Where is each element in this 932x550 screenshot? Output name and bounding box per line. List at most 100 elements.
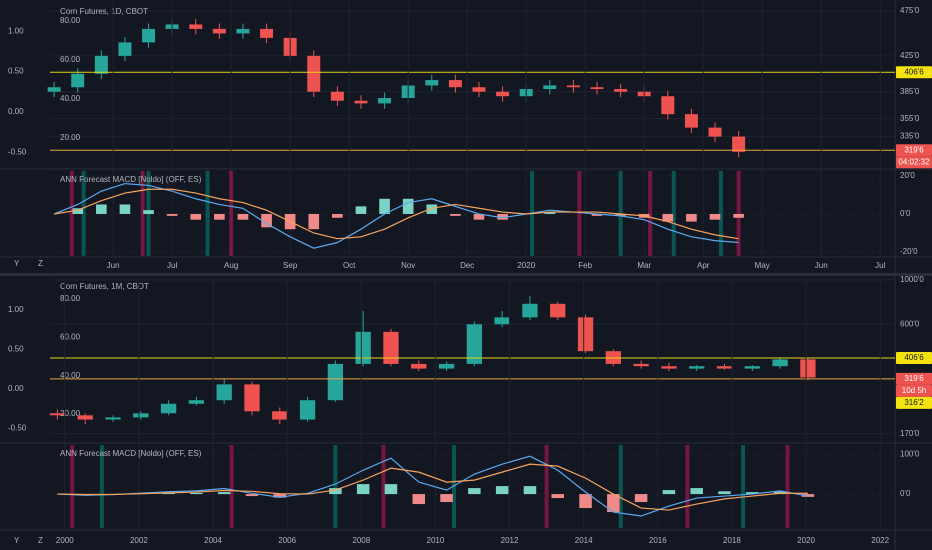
candle-body [614, 89, 628, 92]
candle-body [566, 85, 580, 88]
signal-band [577, 171, 582, 256]
histogram-bar [217, 492, 231, 495]
candle-body [189, 24, 203, 29]
x-tick-label: Sep [283, 261, 298, 270]
signal-band [671, 171, 676, 256]
signal-band [648, 171, 653, 256]
left-scale-label: 60.00 [60, 332, 81, 341]
price-label-box [896, 396, 932, 409]
signal-band [229, 171, 234, 256]
candle-body [160, 403, 177, 414]
signal-band [229, 445, 234, 528]
left-scale-label: 0.50 [8, 345, 24, 354]
histogram-bar [607, 494, 620, 513]
macd-line [54, 188, 739, 240]
y-tick-label: 475'0 [900, 6, 920, 15]
histogram-bar [468, 488, 481, 495]
histogram-bar [190, 213, 202, 220]
left-scale-label: 80.00 [60, 294, 81, 303]
left-scale-label: 20.00 [60, 133, 81, 142]
x-tick-label: 2022 [871, 536, 889, 545]
price-label: 10d 5h [902, 386, 926, 395]
x-tick-label: 2020 [797, 536, 815, 545]
left-scale-label: -0.50 [8, 148, 27, 157]
x-tick-label: Nov [401, 261, 415, 270]
candle-body [77, 415, 93, 420]
candle-body [383, 331, 399, 364]
x-tick-label: 2012 [501, 536, 519, 545]
histogram-bar [412, 494, 426, 505]
candle-body [307, 55, 321, 92]
signal-band [81, 171, 86, 256]
candle-body [299, 400, 316, 420]
x-tick-label: 2004 [204, 536, 222, 545]
candle-body [355, 331, 371, 364]
indicator-title: ANN Forecast MACD [Noldo] (OFF, ES) [60, 449, 202, 458]
histogram-bar [450, 213, 461, 216]
candle-body [118, 42, 132, 56]
signal-band [718, 171, 723, 256]
y-tick-label: 0'0 [900, 489, 911, 498]
histogram-bar [96, 204, 107, 214]
signal-band [70, 445, 75, 528]
y-tick-label: 425'0 [900, 51, 920, 60]
signal-band [69, 171, 74, 256]
candle-body [260, 28, 274, 38]
histogram-bar [426, 204, 438, 214]
y-tick-label: 1000'0 [900, 275, 924, 284]
candle-body [522, 303, 538, 318]
histogram-bar [379, 198, 390, 214]
histogram-bar [237, 213, 249, 220]
y-tick-label: 335'0 [900, 132, 920, 141]
x-tick-label: Jun [107, 261, 120, 270]
candle-body [744, 366, 760, 369]
x-tick-label: 2020 [517, 261, 535, 270]
x-tick-label: May [755, 261, 770, 270]
left-scale-label: 0.00 [8, 384, 24, 393]
toolbar-button[interactable]: Z [38, 536, 43, 545]
y-tick-label: 385'0 [900, 87, 920, 96]
price-label-box [896, 144, 932, 157]
left-scale-label: -0.50 [8, 423, 27, 432]
x-tick-label: 2008 [352, 536, 370, 545]
candle-body [378, 98, 392, 104]
histogram-bar [579, 494, 592, 509]
candle-body [133, 413, 149, 418]
price-label-box [896, 156, 932, 169]
x-tick-label: Oct [343, 261, 356, 270]
candle-body [105, 417, 121, 420]
histogram-bar [718, 491, 731, 495]
candle-body [543, 85, 557, 90]
x-tick-label: Mar [637, 261, 651, 270]
candle-body [689, 366, 705, 369]
signal-band [685, 445, 690, 528]
candle-body [661, 96, 675, 115]
price-label-box [896, 66, 932, 79]
signal-band [544, 445, 549, 528]
macd-line [53, 182, 739, 249]
candle-body [438, 363, 455, 369]
candle-body [684, 114, 698, 128]
histogram-bar [690, 488, 703, 495]
candle-body [330, 91, 344, 101]
y-tick-label: 355'0 [900, 114, 920, 123]
x-tick-label: Jul [875, 261, 885, 270]
x-tick-label: Feb [578, 261, 592, 270]
toolbar-button[interactable]: Y [14, 536, 20, 545]
candle-body [577, 317, 594, 352]
histogram-bar [662, 213, 674, 222]
left-scale-label: 60.00 [60, 55, 81, 64]
histogram-bar [261, 213, 272, 228]
histogram-bar [356, 484, 370, 495]
candle-body [272, 411, 288, 420]
candle-body [327, 363, 344, 401]
left-scale-label: 40.00 [60, 94, 81, 103]
toolbar-button[interactable]: Y [14, 259, 20, 268]
signal-band [785, 445, 790, 528]
signal-band [99, 445, 104, 528]
candle-body [236, 28, 250, 34]
y-tick-label: 600'0 [900, 319, 920, 328]
indicator-title: ANN Forecast MACD [Noldo] (OFF, ES) [60, 175, 202, 184]
left-scale-label: 80.00 [60, 16, 81, 25]
toolbar-button[interactable]: Z [38, 259, 43, 268]
